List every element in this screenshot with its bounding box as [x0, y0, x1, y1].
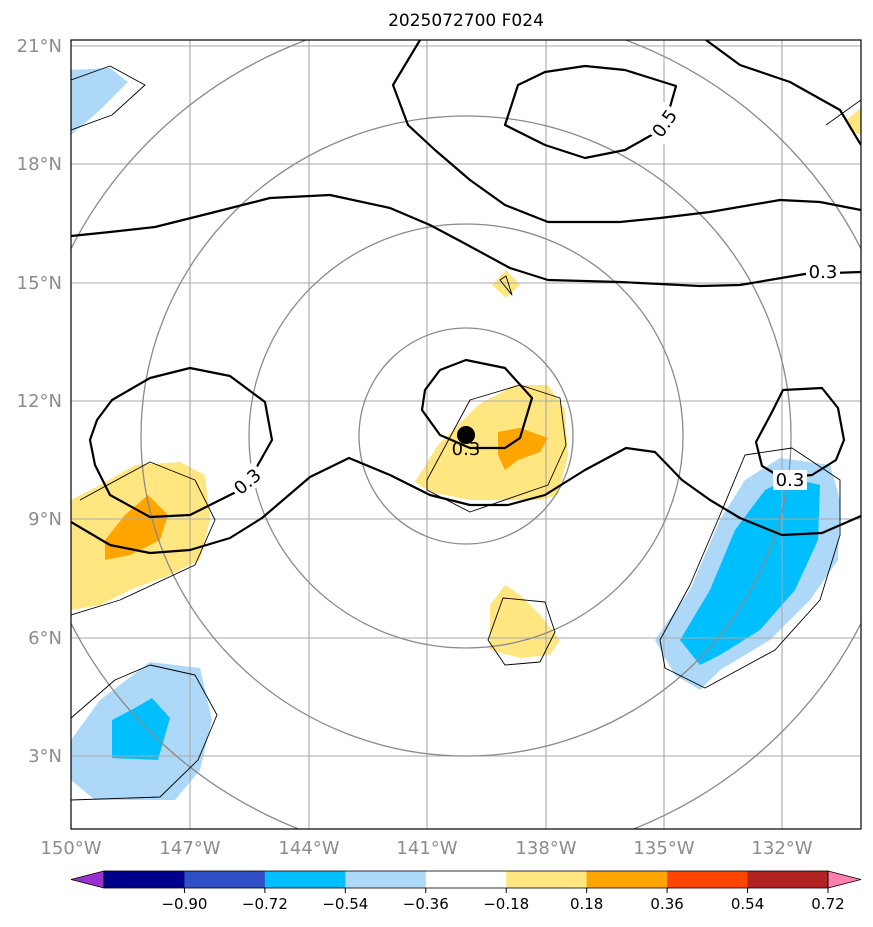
- colorbar-tick-label: −0.72: [242, 895, 288, 913]
- longitude-labels: 150°W 147°W 144°W 141°W 138°W 135°W 132°…: [40, 838, 812, 859]
- shade-pos-lower: [490, 585, 560, 658]
- shade-pos-center: [415, 385, 568, 500]
- map-title: 2025072700 F024: [388, 11, 544, 31]
- lon-label-138w: 138°W: [515, 838, 576, 859]
- contour-label-0-3-southeast: 0.3: [776, 470, 805, 491]
- lon-label-144w: 144°W: [278, 838, 339, 859]
- lon-label-150w: 150°W: [40, 838, 101, 859]
- lat-label-6n: 6°N: [28, 628, 62, 649]
- range-rings: [71, 40, 861, 829]
- contour-label-0-3-west: 0.3: [230, 465, 265, 499]
- lat-label-9n: 9°N: [28, 509, 62, 530]
- colorbar-frame: [103, 870, 829, 889]
- latitude-labels: 21°N 18°N 15°N 12°N 9°N 6°N 3°N: [17, 36, 62, 767]
- colorbar-tick-label: 0.54: [731, 895, 764, 913]
- thick-contours: [71, 40, 861, 555]
- colorbar-segment: [104, 871, 185, 888]
- colorbar-tick-label: −0.90: [161, 895, 207, 913]
- colorbar-tick-label: −0.36: [403, 895, 449, 913]
- shade-pos-small: [492, 270, 520, 298]
- colorbar-segment: [425, 871, 507, 888]
- lon-label-132w: 132°W: [751, 838, 812, 859]
- colorbar: −0.90 −0.72 −0.54 −0.36 −0.18 0.18 0.36 0.54 0.7…: [70, 870, 862, 913]
- colorbar-tick-label: 0.18: [570, 895, 603, 913]
- colorbar-segment: [747, 871, 829, 888]
- colorbar-tick-label: −0.54: [322, 895, 368, 913]
- colorbar-tick-label: −0.18: [483, 895, 529, 913]
- storm-center-marker: [457, 426, 475, 444]
- lat-label-15n: 15°N: [17, 273, 62, 294]
- colorbar-tick-label: 0.72: [811, 895, 844, 913]
- graticule: [71, 40, 861, 829]
- lat-label-3n: 3°N: [28, 746, 62, 767]
- colorbar-segment: [264, 871, 346, 888]
- colorbar-tick-label: 0.36: [650, 895, 683, 913]
- shade-pos-center-core: [498, 428, 548, 470]
- shading-layer: [71, 68, 861, 800]
- shade-pos-left-core: [105, 495, 168, 560]
- lat-label-21n: 21°N: [17, 36, 62, 57]
- contour-labels: 0.5 0.3 0.3 0.3 0.3: [226, 101, 840, 501]
- colorbar-segment: [184, 871, 266, 888]
- colorbar-segment: [345, 871, 427, 888]
- lon-label-141w: 141°W: [396, 838, 457, 859]
- map-plot: 0.5 0.3 0.3 0.3 0.3: [71, 40, 861, 829]
- shade-neg-right-core: [680, 478, 820, 665]
- lon-label-147w: 147°W: [159, 838, 220, 859]
- contour-label-0-3-center: 0.3: [452, 439, 481, 460]
- map-frame: [70, 39, 862, 830]
- lat-label-12n: 12°N: [17, 391, 62, 412]
- lat-label-18n: 18°N: [17, 154, 62, 175]
- shade-neg-topleft: [71, 68, 128, 135]
- shade-neg-bottomleft-core: [112, 698, 170, 760]
- lon-label-135w: 135°W: [633, 838, 694, 859]
- colorbar-segment: [667, 871, 749, 888]
- contour-label-0-3-east: 0.3: [809, 262, 838, 283]
- colorbar-extend-high: [827, 870, 862, 889]
- colorbar-extend-low: [70, 870, 105, 889]
- colorbar-segment: [586, 871, 668, 888]
- colorbar-segment: [506, 871, 588, 888]
